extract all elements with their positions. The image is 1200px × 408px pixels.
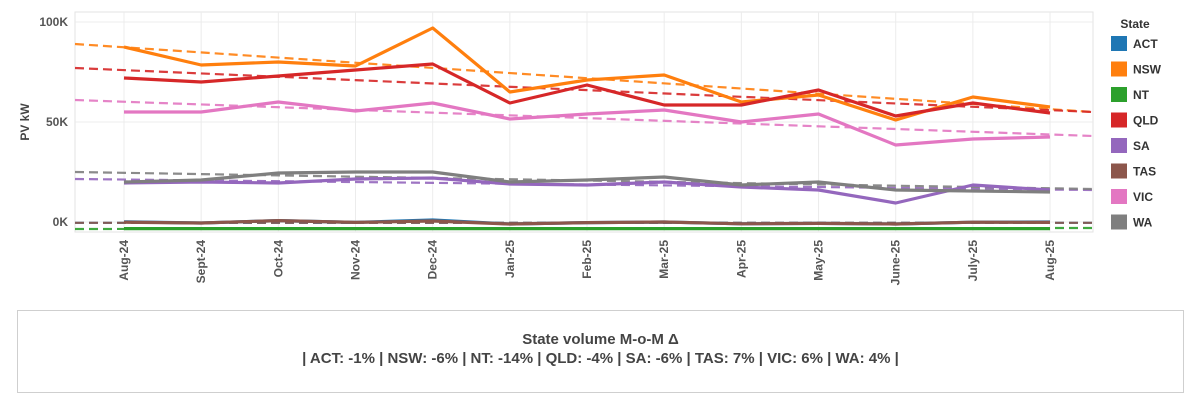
legend-label-act[interactable]: ACT [1133, 37, 1158, 51]
x-tick-label: Sept-24 [194, 240, 208, 284]
legend-label-nt[interactable]: NT [1133, 88, 1150, 102]
legend-title: State [1120, 17, 1150, 31]
legend: State ACT NSW NT QLD SA TAS VIC WA [1111, 17, 1162, 230]
summary-panel: State volume M-o-M Δ | ACT: -1% | NSW: -… [17, 310, 1184, 393]
x-tick-label: Oct-24 [271, 240, 285, 278]
legend-label-tas[interactable]: TAS [1133, 165, 1156, 179]
legend-swatch-sa[interactable] [1111, 138, 1127, 153]
x-tick-label: July-25 [966, 240, 980, 282]
series-line-nsw [123, 26, 1051, 122]
line-chart: 0K 50K 100K Aug-24 Sept-24 Oct-24 Nov-24 Dec-2… [18, 11, 1162, 286]
legend-swatch-wa[interactable] [1111, 214, 1127, 230]
x-tick-label: Feb-25 [580, 240, 594, 279]
y-tick-label: 0K [53, 215, 69, 229]
x-tick-label: Aug-25 [1043, 240, 1057, 281]
legend-label-qld[interactable]: QLD [1133, 114, 1159, 128]
series-lines [123, 26, 1051, 231]
legend-swatch-tas[interactable] [1111, 163, 1127, 179]
x-tick-label: Mar-25 [657, 240, 671, 279]
trend-line-qld [74, 66, 1094, 114]
x-tick-label: Nov-24 [349, 240, 363, 280]
series-line-qld [123, 62, 1051, 118]
legend-swatch-qld[interactable] [1111, 112, 1127, 128]
legend-swatch-nsw[interactable] [1111, 61, 1127, 77]
trend-line-nsw [74, 42, 1094, 114]
legend-label-sa[interactable]: SA [1133, 139, 1150, 153]
y-axis-ticks: 0K 50K 100K [39, 15, 68, 229]
series-line-tas [123, 219, 1051, 226]
x-axis-ticks: Aug-24 Sept-24 Oct-24 Nov-24 Dec-24 Jan-25 Feb… [117, 240, 1057, 286]
x-tick-label: Dec-24 [426, 240, 440, 280]
x-tick-label: Jan-25 [503, 240, 517, 278]
y-axis-title: PV kW [18, 103, 32, 141]
x-tick-label: Aug-24 [117, 240, 131, 281]
legend-swatch-nt[interactable] [1111, 87, 1127, 102]
legend-label-vic[interactable]: VIC [1133, 190, 1153, 204]
legend-label-nsw[interactable]: NSW [1133, 63, 1162, 77]
y-tick-label: 50K [46, 115, 68, 129]
series-line-vic [124, 100, 1051, 147]
legend-swatch-vic[interactable] [1111, 189, 1127, 204]
x-tick-label: Apr-25 [734, 240, 748, 278]
x-tick-label: May-25 [812, 240, 826, 281]
series-line-sa [123, 176, 1051, 205]
summary-text: | ACT: -1% | NSW: -6% | NT: -14% | QLD: … [302, 350, 899, 367]
y-tick-label: 100K [39, 15, 68, 29]
legend-label-wa[interactable]: WA [1133, 216, 1153, 230]
series-line-wa [123, 170, 1051, 194]
summary-title: State volume M-o-M Δ [522, 331, 679, 348]
legend-swatch-act[interactable] [1111, 36, 1127, 51]
x-tick-label: June-25 [889, 240, 903, 286]
